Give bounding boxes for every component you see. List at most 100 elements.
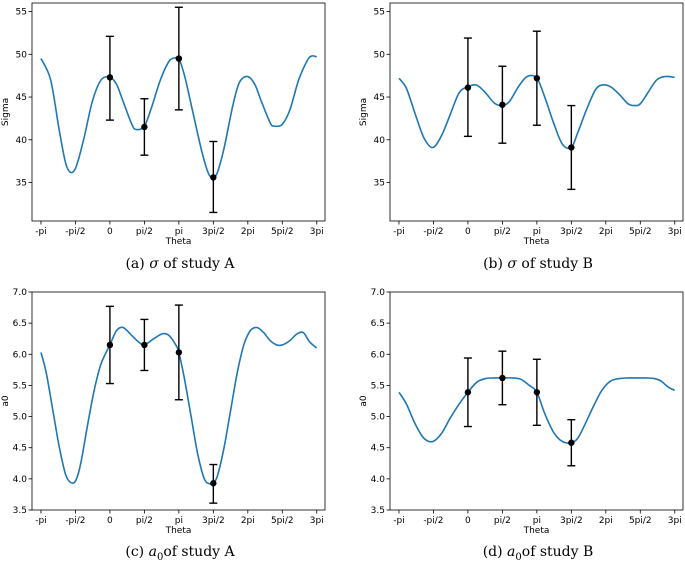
caption-label: (b) [483,256,507,272]
chart-panel-1: -pi -pi/2 0 pi/2 pi 3pi/2 2pi 5pi/2 3pi 35 40 45 50 5… [359,2,684,272]
x-tick-label: pi [175,516,183,526]
data-point [568,144,575,151]
x-tick-label: 3pi/2 [202,516,225,526]
x-tick-label: 3pi/2 [560,227,583,237]
x-tick-label: pi [533,516,541,526]
x-tick-label: 2pi [599,227,613,237]
caption-symbol: σ [149,256,159,272]
y-tick-label: 6.5 [13,319,27,329]
series-line [40,326,318,486]
x-tick-label: -pi/2 [65,227,85,237]
chart-panel-0: -pi -pi/2 0 pi/2 pi 3pi/2 2pi 5pi/2 3pi 35 40 45 50 5… [1,2,326,272]
data-point [533,389,541,396]
x-tick-label: 2pi [599,516,613,526]
data-point [464,84,472,91]
data-point [175,55,183,62]
data-point [533,75,541,82]
x-tick-label: 3pi [310,227,324,237]
y-tick-label: 55 [16,8,27,18]
y-tick-label: 3.5 [13,506,27,516]
caption-rest: of study A [163,544,235,560]
subfigure-caption: (a) σ of study A [125,256,235,272]
x-tick-label: -pi [35,227,46,237]
caption-label: (a) [125,256,149,272]
subfigure-caption: (d) a0of study B [483,544,594,563]
x-axis-label: Theta [165,237,192,247]
data-point [499,374,506,382]
x-tick-label: 3pi/2 [560,516,583,526]
data-point [210,174,217,181]
x-tick-label: 3pi/2 [202,227,225,237]
data-point [464,389,472,396]
y-tick-label: 45 [374,93,385,103]
series-line [398,74,675,150]
x-tick-label: 0 [107,516,113,526]
caption-symbol: σ [507,256,517,272]
caption-subscript: 0 [515,552,521,563]
y-tick-label: 4.0 [13,475,28,485]
caption-rest: of study B [522,544,594,560]
y-tick-label: 5.5 [13,381,27,391]
x-tick-label: 2pi [241,516,255,526]
caption-label: (d) [483,544,507,560]
y-axis-label: a0 [1,395,11,407]
subfigure-caption: (b) σ of study B [483,256,593,272]
y-tick-label: 5.0 [13,413,28,423]
x-tick-label: 5pi/2 [271,227,294,237]
x-tick-label: -pi/2 [423,516,443,526]
data-point [141,341,148,349]
x-tick-label: 0 [465,516,471,526]
x-tick-label: 5pi/2 [629,516,652,526]
x-tick-label: -pi [393,227,404,237]
data-point [210,480,217,487]
data-point [141,123,148,131]
caption-symbol: a [149,544,157,560]
x-tick-label: 2pi [241,227,255,237]
x-tick-label: 0 [465,227,471,237]
series-line [398,377,676,444]
data-point [499,101,506,108]
x-tick-label: -pi/2 [423,227,443,237]
caption-subscript: 0 [157,552,163,563]
x-tick-label: 3pi [668,516,682,526]
y-tick-label: 45 [16,93,27,103]
x-tick-label: pi/2 [494,227,511,237]
y-tick-label: 4.5 [13,444,27,454]
y-tick-label: 6.0 [371,350,386,360]
y-tick-label: 6.5 [371,319,385,329]
y-tick-label: 35 [16,179,27,189]
x-tick-label: pi [533,227,541,237]
y-tick-label: 5.0 [371,413,386,423]
x-axis-label: Theta [165,526,192,536]
data-point [175,349,183,356]
y-tick-label: 4.5 [371,444,385,454]
x-tick-label: -pi [35,516,46,526]
y-tick-label: 55 [374,8,385,18]
subfigure-caption: (c) a0of study A [125,544,235,563]
y-tick-label: 6.0 [13,350,28,360]
y-tick-label: 3.5 [371,506,385,516]
x-tick-label: 0 [107,227,113,237]
y-tick-label: 50 [374,50,386,60]
chart-panel-2: -pi -pi/2 0 pi/2 pi 3pi/2 2pi 5pi/2 3pi 3.5 4.0 4.5… [1,288,326,563]
x-tick-label: 5pi/2 [629,227,652,237]
data-point [106,74,114,81]
x-tick-label: pi/2 [494,516,511,526]
x-tick-label: -pi [393,516,404,526]
x-axis-label: Theta [523,526,550,536]
data-point [568,439,575,446]
y-axis-label: Sigma [359,98,369,126]
y-tick-label: 7.0 [13,288,28,298]
x-tick-label: pi/2 [136,227,153,237]
y-tick-label: 40 [374,136,386,146]
y-tick-label: 50 [16,50,28,60]
y-tick-label: 7.0 [371,288,386,298]
x-tick-label: 5pi/2 [271,516,294,526]
x-tick-label: pi [175,227,183,237]
x-tick-label: 3pi [310,516,324,526]
chart-panel-3: -pi -pi/2 0 pi/2 pi 3pi/2 2pi 5pi/2 3pi 3.5 4.0 4.5… [359,288,684,563]
y-tick-label: 40 [16,136,28,146]
series-line [40,55,317,179]
